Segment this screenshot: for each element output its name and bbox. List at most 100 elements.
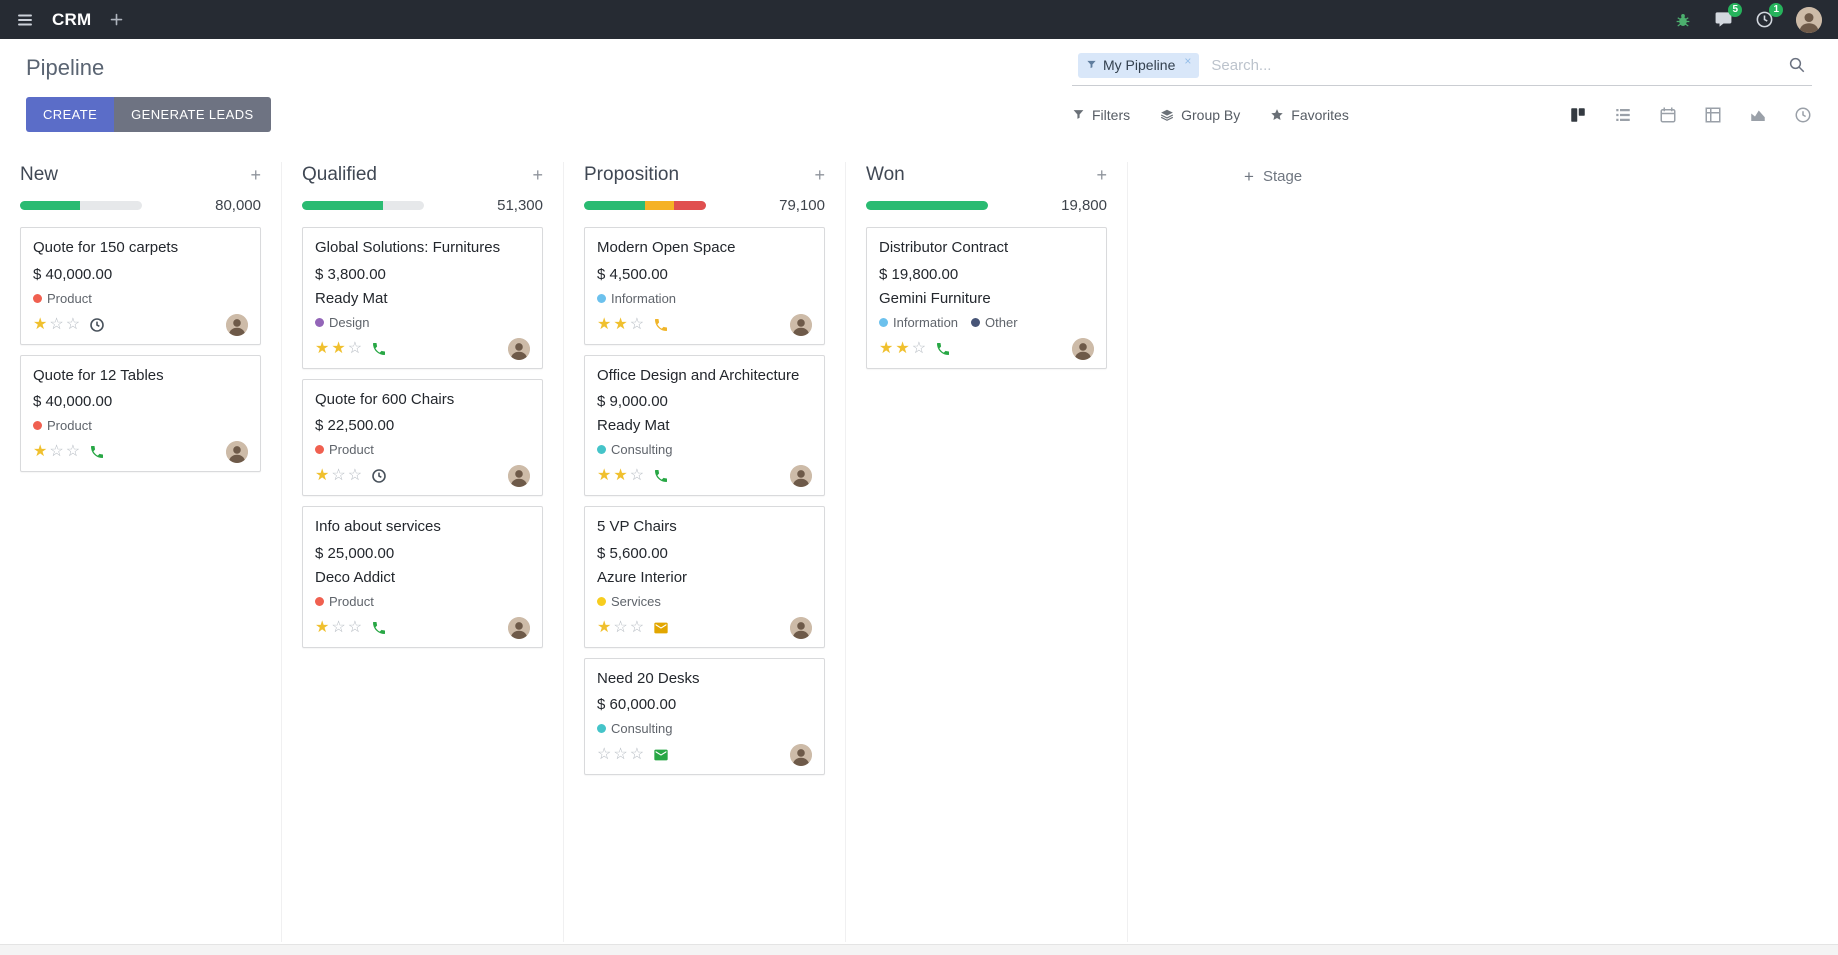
- column-quick-add-icon[interactable]: +: [814, 165, 825, 185]
- card-tag[interactable]: Consulting: [597, 721, 672, 736]
- bug-icon[interactable]: [1674, 11, 1692, 29]
- card-tag[interactable]: Other: [971, 315, 1018, 330]
- activity-phone-icon[interactable]: [371, 620, 387, 636]
- star-empty-icon[interactable]: ☆: [331, 467, 346, 484]
- calendar-view-icon[interactable]: [1659, 106, 1677, 124]
- column-quick-add-icon[interactable]: +: [1096, 165, 1107, 185]
- salesperson-avatar[interactable]: [508, 616, 530, 639]
- card-tag[interactable]: Design: [315, 315, 369, 330]
- star-empty-icon[interactable]: ☆: [629, 467, 645, 484]
- user-avatar[interactable]: [1796, 6, 1822, 33]
- salesperson-avatar[interactable]: [790, 465, 812, 487]
- column-progressbar[interactable]: [302, 201, 424, 210]
- search-facet[interactable]: My Pipeline ×: [1078, 52, 1200, 78]
- star-empty-icon[interactable]: ☆: [911, 339, 927, 357]
- kanban-card[interactable]: Info about services $ 25,000.00 Deco Add…: [302, 506, 543, 648]
- column-name[interactable]: New: [20, 164, 59, 185]
- star-empty-icon[interactable]: ☆: [347, 618, 363, 636]
- column-progressbar[interactable]: [866, 201, 988, 210]
- activity-envelope-icon[interactable]: [653, 620, 669, 636]
- card-tag[interactable]: Product: [315, 442, 374, 457]
- star-empty-icon[interactable]: ☆: [613, 618, 628, 636]
- list-view-icon[interactable]: [1614, 106, 1632, 124]
- card-tag[interactable]: Product: [33, 291, 92, 306]
- filters-menu[interactable]: Filters: [1072, 107, 1130, 123]
- star-filled-icon[interactable]: ★: [879, 339, 894, 357]
- generate-leads-button[interactable]: GENERATE LEADS: [114, 97, 271, 132]
- star-filled-icon[interactable]: ★: [895, 339, 910, 357]
- favorites-menu[interactable]: Favorites: [1270, 107, 1349, 123]
- kanban-card[interactable]: 5 VP Chairs $ 5,600.00 Azure Interior Se…: [584, 506, 825, 648]
- search-icon[interactable]: [1788, 56, 1806, 74]
- salesperson-avatar[interactable]: [226, 313, 248, 336]
- star-empty-icon[interactable]: ☆: [629, 618, 645, 636]
- star-filled-icon[interactable]: ★: [613, 467, 628, 484]
- star-empty-icon[interactable]: ☆: [65, 443, 81, 460]
- graph-view-icon[interactable]: [1749, 106, 1767, 124]
- kanban-card[interactable]: Modern Open Space $ 4,500.00 Information…: [584, 227, 825, 345]
- card-tag[interactable]: Services: [597, 594, 661, 609]
- column-quick-add-icon[interactable]: +: [532, 165, 543, 185]
- salesperson-avatar[interactable]: [790, 313, 812, 336]
- salesperson-avatar[interactable]: [790, 744, 812, 766]
- kanban-card[interactable]: Office Design and Architecture $ 9,000.0…: [584, 354, 825, 496]
- card-tag[interactable]: Product: [33, 418, 92, 433]
- star-empty-icon[interactable]: ☆: [347, 339, 363, 357]
- activity-view-icon[interactable]: [1794, 106, 1812, 124]
- star-filled-icon[interactable]: ★: [597, 467, 612, 484]
- search-bar[interactable]: My Pipeline ×: [1072, 51, 1812, 86]
- add-stage-button[interactable]: + Stage: [1244, 168, 1302, 185]
- card-tag[interactable]: Information: [597, 291, 676, 306]
- star-filled-icon[interactable]: ★: [597, 315, 612, 333]
- activity-phone-icon[interactable]: [653, 317, 669, 333]
- kanban-view-icon[interactable]: [1569, 106, 1587, 124]
- kanban-card[interactable]: Quote for 12 Tables $ 40,000.00 Product …: [20, 354, 261, 472]
- activity-clock-icon[interactable]: [89, 317, 105, 333]
- kanban-card[interactable]: Quote for 600 Chairs $ 22,500.00 Product…: [302, 378, 543, 496]
- star-empty-icon[interactable]: ☆: [629, 315, 645, 333]
- kanban-card[interactable]: Need 20 Desks $ 60,000.00 Consulting ☆ ☆ ☆: [584, 657, 825, 775]
- salesperson-avatar[interactable]: [508, 465, 530, 487]
- column-name[interactable]: Proposition: [584, 164, 680, 185]
- messages-menu[interactable]: 5: [1714, 3, 1742, 29]
- activity-phone-icon[interactable]: [371, 341, 387, 357]
- kanban-card[interactable]: Global Solutions: Furnitures $ 3,800.00 …: [302, 227, 543, 369]
- horizontal-scrollbar[interactable]: [0, 944, 1838, 955]
- star-empty-icon[interactable]: ☆: [613, 746, 628, 763]
- card-tag[interactable]: Consulting: [597, 442, 672, 457]
- star-empty-icon[interactable]: ☆: [65, 315, 81, 333]
- column-name[interactable]: Won: [866, 164, 905, 185]
- activity-phone-icon[interactable]: [89, 444, 105, 460]
- salesperson-avatar[interactable]: [508, 337, 530, 360]
- star-filled-icon[interactable]: ★: [331, 339, 346, 357]
- star-filled-icon[interactable]: ★: [33, 315, 48, 333]
- add-icon[interactable]: [109, 12, 124, 27]
- pivot-view-icon[interactable]: [1704, 106, 1722, 124]
- group-by-menu[interactable]: Group By: [1160, 107, 1240, 123]
- card-tag[interactable]: Information: [879, 315, 958, 330]
- star-empty-icon[interactable]: ☆: [347, 467, 363, 484]
- column-progressbar[interactable]: [20, 201, 142, 210]
- activity-phone-icon[interactable]: [935, 341, 951, 357]
- card-tag[interactable]: Product: [315, 594, 374, 609]
- star-empty-icon[interactable]: ☆: [49, 443, 64, 460]
- salesperson-avatar[interactable]: [1072, 337, 1094, 360]
- star-filled-icon[interactable]: ★: [315, 467, 330, 484]
- facet-remove-icon[interactable]: ×: [1184, 53, 1192, 68]
- activity-phone-icon[interactable]: [653, 468, 669, 484]
- star-filled-icon[interactable]: ★: [315, 618, 330, 636]
- app-name[interactable]: CRM: [52, 9, 92, 29]
- column-quick-add-icon[interactable]: +: [250, 165, 261, 185]
- star-empty-icon[interactable]: ☆: [629, 746, 645, 763]
- kanban-card[interactable]: Distributor Contract $ 19,800.00 Gemini …: [866, 227, 1107, 369]
- activity-clock-icon[interactable]: [371, 468, 387, 484]
- star-filled-icon[interactable]: ★: [597, 618, 612, 636]
- kanban-card[interactable]: Quote for 150 carpets $ 40,000.00 Produc…: [20, 227, 261, 345]
- activity-envelope-icon[interactable]: [653, 747, 669, 763]
- search-input[interactable]: [1209, 55, 1788, 75]
- star-filled-icon[interactable]: ★: [613, 315, 628, 333]
- create-button[interactable]: CREATE: [26, 97, 115, 132]
- star-empty-icon[interactable]: ☆: [331, 618, 346, 636]
- activities-menu[interactable]: 1: [1755, 3, 1783, 29]
- column-progressbar[interactable]: [584, 201, 706, 210]
